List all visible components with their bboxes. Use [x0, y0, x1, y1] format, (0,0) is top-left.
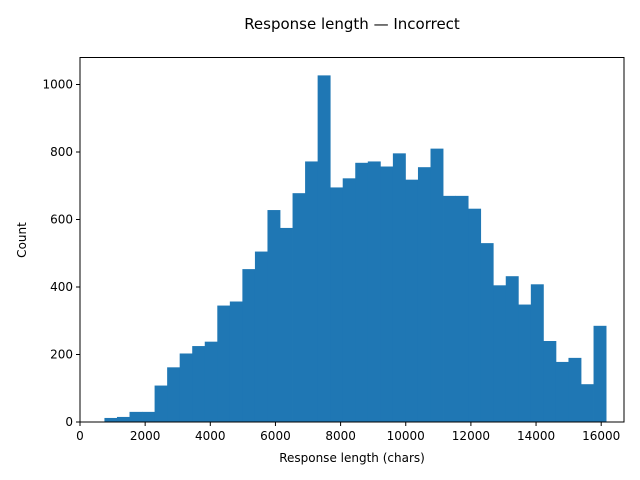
x-tick-label: 2000	[130, 429, 161, 443]
histogram-bar	[543, 341, 557, 422]
histogram-bar	[568, 357, 582, 422]
x-axis-label: Response length (chars)	[279, 451, 425, 465]
x-axis-ticks: 0 2000 4000 6000 8000 10000 12000 14000 16000	[76, 422, 620, 443]
histogram-bar	[292, 193, 306, 422]
histogram-bar	[217, 305, 231, 422]
histogram-bar	[417, 167, 431, 422]
histogram-bar	[493, 285, 507, 422]
histogram-bar	[430, 148, 444, 422]
histogram-bar	[555, 361, 569, 422]
histogram-bar	[305, 161, 319, 422]
histogram-bar	[518, 304, 532, 422]
histogram-bar	[367, 161, 381, 422]
histogram-bar	[455, 195, 469, 422]
bars-group	[104, 75, 607, 423]
y-tick-label: 600	[50, 213, 73, 227]
x-tick-label: 12000	[452, 429, 490, 443]
histogram-bar	[443, 195, 456, 422]
x-tick-label: 10000	[387, 429, 425, 443]
histogram-bar	[593, 325, 607, 422]
x-tick-label: 6000	[260, 429, 291, 443]
histogram-bar	[505, 276, 519, 422]
x-tick-label: 14000	[517, 429, 555, 443]
x-tick-label: 8000	[325, 429, 356, 443]
histogram-bar	[167, 367, 181, 422]
y-axis-label: Count	[15, 222, 29, 258]
histogram-bar	[142, 411, 155, 422]
histogram-bar	[468, 208, 482, 422]
histogram-bar	[392, 153, 406, 422]
plot-frame	[79, 57, 625, 423]
histogram-bar	[129, 411, 143, 422]
histogram-bar	[342, 178, 356, 422]
x-tick-label: 16000	[582, 429, 620, 443]
histogram-bar	[267, 210, 281, 422]
histogram-bar	[280, 227, 293, 422]
y-tick-label: 400	[50, 280, 73, 294]
histogram-bar	[229, 301, 243, 422]
y-axis-ticks: 0 200 400 600 800 1000	[42, 78, 80, 429]
histogram-bar	[317, 75, 331, 422]
x-tick-label: 4000	[195, 429, 226, 443]
histogram-bar	[330, 187, 344, 422]
histogram-bar	[154, 385, 168, 422]
histogram-bar	[380, 166, 394, 422]
y-tick-label: 1000	[42, 78, 73, 92]
chart-title: Response length — Incorrect	[244, 15, 460, 33]
histogram-bar	[355, 162, 369, 423]
histogram-bar	[581, 384, 594, 422]
histogram-bar	[204, 341, 218, 422]
y-tick-label: 200	[50, 348, 73, 362]
y-tick-label: 0	[65, 415, 73, 429]
histogram-bar	[254, 251, 268, 422]
histogram-bar	[405, 179, 419, 422]
histogram-bar	[242, 269, 256, 422]
histogram-bar	[179, 353, 193, 422]
histogram-bar	[192, 346, 206, 422]
histogram-bar	[530, 284, 544, 422]
y-tick-label: 800	[50, 145, 73, 159]
histogram-bar	[104, 417, 118, 422]
x-tick-label: 0	[76, 429, 84, 443]
histogram-bar	[116, 416, 130, 422]
histogram-bar	[480, 243, 494, 422]
